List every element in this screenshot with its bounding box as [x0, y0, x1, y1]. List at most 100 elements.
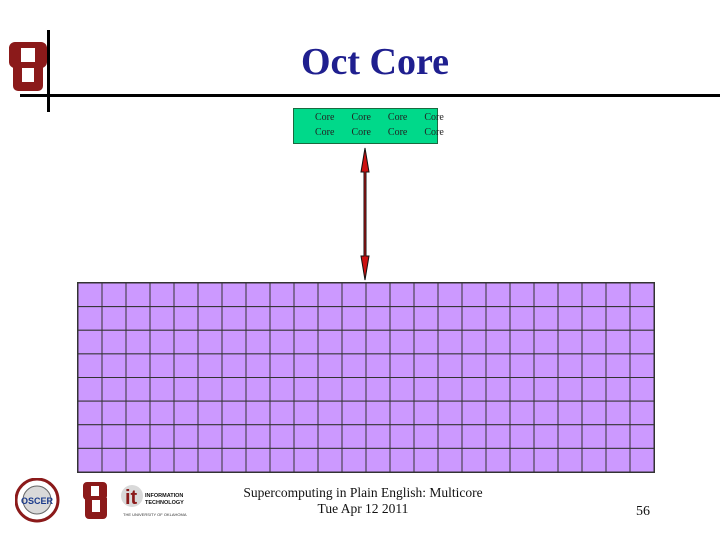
- memory-cell: [293, 377, 319, 402]
- memory-cell: [437, 329, 463, 355]
- memory-cell: [101, 306, 127, 331]
- memory-cell: [605, 283, 631, 308]
- memory-cell: [197, 306, 223, 331]
- core-label: Core: [424, 127, 444, 138]
- core-label: Core: [387, 127, 408, 138]
- memory-cell: [173, 329, 199, 355]
- memory-cell: [245, 329, 271, 355]
- memory-cell: [365, 306, 391, 331]
- memory-cell: [221, 283, 247, 308]
- memory-cell: [341, 306, 367, 331]
- memory-cell: [173, 353, 199, 379]
- memory-cell: [581, 306, 607, 331]
- memory-cell: [293, 283, 319, 308]
- memory-cell: [78, 400, 103, 426]
- memory-cell: [533, 283, 559, 308]
- slide-title: Oct Core: [300, 41, 450, 83]
- memory-cell: [125, 424, 151, 449]
- memory-cell: [629, 353, 655, 379]
- memory-cell: [317, 424, 343, 449]
- memory-cell: [269, 353, 295, 379]
- memory-cell: [101, 353, 127, 379]
- memory-cell: [78, 377, 103, 402]
- memory-cell: [245, 424, 271, 449]
- memory-cell: [293, 353, 319, 379]
- memory-cell: [605, 377, 631, 402]
- memory-cell: [461, 306, 487, 331]
- memory-cell: [101, 283, 127, 308]
- core-label: Core: [424, 112, 444, 123]
- memory-cell: [293, 447, 319, 473]
- memory-cell: [509, 424, 535, 449]
- memory-cell: [197, 377, 223, 402]
- memory-cell: [125, 329, 151, 355]
- memory-cell: [581, 424, 607, 449]
- memory-cell: [629, 329, 655, 355]
- memory-cell: [509, 283, 535, 308]
- core-label: Core: [315, 127, 335, 138]
- memory-cell: [245, 283, 271, 308]
- memory-cell: [533, 447, 559, 473]
- memory-cell: [125, 400, 151, 426]
- memory-cell: [437, 424, 463, 449]
- memory-cell: [78, 306, 103, 331]
- memory-cell: [245, 400, 271, 426]
- memory-cell: [245, 377, 271, 402]
- memory-cell: [629, 377, 655, 402]
- memory-cell: [485, 447, 511, 473]
- oscer-seal-icon: OSCER: [15, 478, 60, 523]
- memory-cell: [389, 329, 415, 355]
- memory-cell: [269, 424, 295, 449]
- memory-cell: [581, 377, 607, 402]
- memory-cell: [125, 447, 151, 473]
- memory-cell: [293, 329, 319, 355]
- memory-cell: [533, 400, 559, 426]
- svg-text:it: it: [125, 487, 138, 509]
- footer-date: Tue Apr 12 2011: [317, 501, 409, 516]
- memory-cell: [413, 447, 439, 473]
- memory-cell: [101, 424, 127, 449]
- memory-cell: [317, 329, 343, 355]
- memory-cell: [557, 424, 583, 449]
- memory-cell: [413, 377, 439, 402]
- memory-cell: [317, 377, 343, 402]
- footer-caption: Supercomputing in Plain English: Multico…: [228, 485, 498, 517]
- memory-cell: [269, 400, 295, 426]
- cores-box: Core Core Core Core Core Core Core Core: [293, 108, 444, 144]
- memory-cell: [557, 400, 583, 426]
- memory-cell: [245, 353, 271, 379]
- header-vertical-rule: [47, 30, 50, 112]
- memory-cell: [413, 400, 439, 426]
- memory-cell: [365, 377, 391, 402]
- page-number: 56: [636, 504, 650, 519]
- svg-text:TECHNOLOGY: TECHNOLOGY: [145, 500, 184, 506]
- memory-cell: [341, 329, 367, 355]
- ou-logo: [9, 42, 47, 91]
- memory-cell: [101, 329, 127, 355]
- memory-cell: [389, 400, 415, 426]
- memory-cell: [221, 400, 247, 426]
- memory-cell: [389, 447, 415, 473]
- memory-cell: [509, 353, 535, 379]
- memory-cell: [629, 283, 655, 308]
- memory-cell: [149, 377, 175, 402]
- memory-cell: [269, 283, 295, 308]
- memory-cell: [365, 424, 391, 449]
- memory-cell: [197, 283, 223, 308]
- memory-cell: [413, 353, 439, 379]
- core-label: Core: [351, 127, 371, 138]
- memory-cell: [221, 329, 247, 355]
- memory-cell: [173, 283, 199, 308]
- memory-cell: [365, 400, 391, 426]
- it-logo-icon: it INFORMATION TECHNOLOGY THE UNIVERSITY…: [121, 485, 187, 517]
- memory-cell: [341, 447, 367, 473]
- memory-cell: [173, 400, 199, 426]
- memory-cell: [509, 447, 535, 473]
- memory-cell: [485, 306, 511, 331]
- memory-cell: [197, 353, 223, 379]
- memory-cell: [293, 306, 319, 331]
- memory-cell: [413, 283, 439, 308]
- memory-cell: [293, 400, 319, 426]
- memory-cell: [365, 329, 391, 355]
- memory-cell: [197, 329, 223, 355]
